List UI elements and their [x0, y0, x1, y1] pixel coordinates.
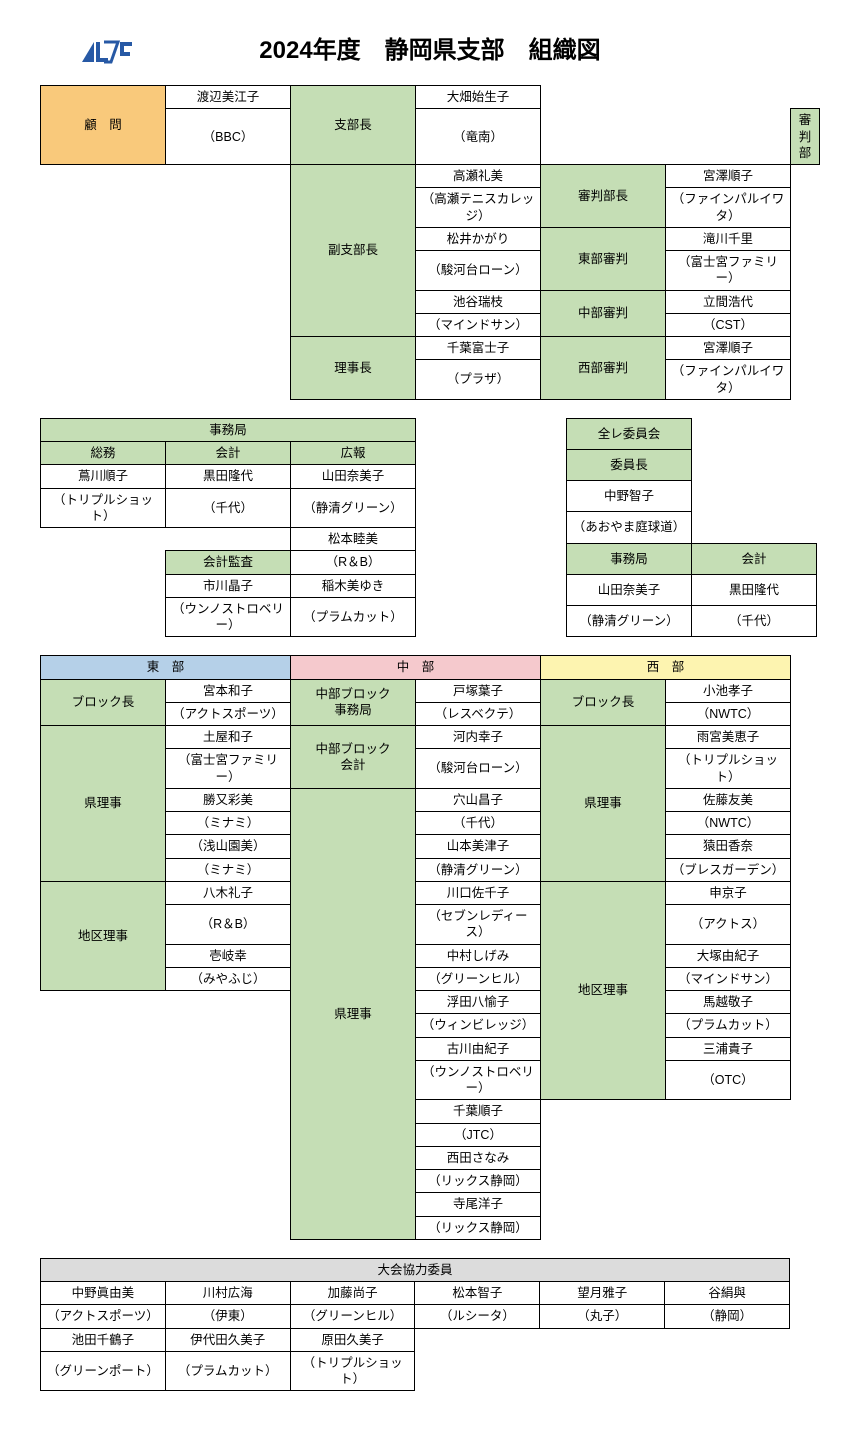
- kansa-name: 市川晶子: [166, 574, 291, 597]
- kouhou-3: （R＆B）: [291, 551, 416, 574]
- shinpan-0-org: （ファインパルイワタ）: [666, 188, 791, 228]
- taikai-label: 大会協力委員: [41, 1258, 790, 1281]
- shinpan-2-name: 立間浩代: [666, 290, 791, 313]
- shinpan-0-label: 審判部長: [541, 165, 666, 228]
- shinpan-3-label: 西部審判: [541, 337, 666, 400]
- zenre-kaikei-org: （千代）: [692, 605, 817, 636]
- rijicho-org: （プラザ）: [416, 360, 541, 400]
- shinpan-2-label: 中部審判: [541, 290, 666, 337]
- kouhou-4: 稲木美ゆき: [291, 574, 416, 597]
- zenre-iincho-org: （あおやま庭球道）: [567, 512, 692, 543]
- top-section: 顧 問 渡辺美江子 支部長 大畑始生子 （BBC） （竜南） 審判部 副支部長 …: [40, 85, 820, 400]
- regions-table: 東 部 中 部 西 部 ブロック長 宮本和子 中部ブロック 事務局 戸塚葉子 ブ…: [40, 655, 791, 1240]
- chubu-kaikei-label: 中部ブロック 会計: [291, 726, 416, 789]
- page-title: 2024年度 静岡県支部 組織図: [40, 30, 820, 65]
- shinpan-1-name: 滝川千里: [666, 227, 791, 250]
- fuku-label: 副支部長: [291, 165, 416, 337]
- taikai-table: 大会協力委員 中野眞由美 川村広海 加藤尚子 松本智子 望月雅子 谷絹與 （アク…: [40, 1258, 790, 1392]
- jimukyoku-label: 事務局: [41, 418, 416, 441]
- shinpan-3-org: （ファインパルイワタ）: [666, 360, 791, 400]
- seibu-block-label: ブロック長: [541, 679, 666, 726]
- zenre-table: 全レ委員会 委員長 中野智子 （あおやま庭球道） 事務局 会計 山田奈美子 黒田…: [566, 418, 817, 638]
- kouhou-0: 山田奈美子: [291, 465, 416, 488]
- komon-name: 渡辺美江子: [166, 86, 291, 109]
- shinpan-1-org: （富士宮ファミリー）: [666, 251, 791, 291]
- kouhou-label: 広報: [291, 442, 416, 465]
- soumu-name: 蔦川順子: [41, 465, 166, 488]
- tobu-kenriji-label: 県理事: [41, 726, 166, 882]
- chubu-label: 中 部: [291, 656, 541, 679]
- kaikei-label: 会計: [166, 442, 291, 465]
- shinpan-3-name: 宮澤順子: [666, 337, 791, 360]
- fuku-0-org: （高瀬テニスカレッジ）: [416, 188, 541, 228]
- shibucho-name: 大畑始生子: [416, 86, 541, 109]
- kouhou-5: （プラムカット）: [291, 597, 416, 637]
- chubu-kenriji-label: 県理事: [291, 788, 416, 1239]
- zenre-jimu-name: 山田奈美子: [567, 574, 692, 605]
- seibu-kenriji-label: 県理事: [541, 726, 666, 882]
- chubu-jimu-name: 戸塚葉子: [416, 679, 541, 702]
- tobu-chiku-label: 地区理事: [41, 881, 166, 990]
- zenre-jimu-label: 事務局: [567, 543, 692, 574]
- soumu-label: 総務: [41, 442, 166, 465]
- seibu-block-name: 小池孝子: [666, 679, 791, 702]
- rijicho-name: 千葉富士子: [416, 337, 541, 360]
- kouhou-1: （静清グリーン）: [291, 488, 416, 528]
- logo: [80, 38, 134, 68]
- tobu-block-label: ブロック長: [41, 679, 166, 726]
- jimukyoku-table: 事務局 総務 会計 広報 蔦川順子 黒田隆代 山田奈美子 （トリプルショット） …: [40, 418, 416, 638]
- shibucho-label: 支部長: [291, 86, 416, 165]
- fuku-2-org: （マインドサン）: [416, 313, 541, 336]
- zenre-iincho-label: 委員長: [567, 449, 692, 480]
- chubu-jimu-label: 中部ブロック 事務局: [291, 679, 416, 726]
- shinpan-2-org: （CST）: [666, 313, 791, 336]
- shibucho-org: （竜南）: [416, 109, 541, 165]
- kansa-label: 会計監査: [166, 551, 291, 574]
- zenre-jimu-org: （静清グリーン）: [567, 605, 692, 636]
- taikai-section: 大会協力委員 中野眞由美 川村広海 加藤尚子 松本智子 望月雅子 谷絹與 （アク…: [40, 1258, 820, 1392]
- tobu-block-name: 宮本和子: [166, 679, 291, 702]
- shinpan-0-name: 宮澤順子: [666, 165, 791, 188]
- fuku-2-name: 池谷瑞枝: [416, 290, 541, 313]
- zenre-label: 全レ委員会: [567, 418, 692, 449]
- zenre-iincho-name: 中野智子: [567, 481, 692, 512]
- seibu-label: 西 部: [541, 656, 791, 679]
- zenre-kaikei-name: 黒田隆代: [692, 574, 817, 605]
- rijicho-label: 理事長: [291, 337, 416, 400]
- mid-section: 事務局 総務 会計 広報 蔦川順子 黒田隆代 山田奈美子 （トリプルショット） …: [40, 418, 820, 638]
- shinpanbu-label: 審判部: [791, 109, 820, 165]
- komon-org: （BBC）: [166, 109, 291, 165]
- fuku-0-name: 高瀬礼美: [416, 165, 541, 188]
- seibu-chiku-label: 地区理事: [541, 881, 666, 1100]
- soumu-org: （トリプルショット）: [41, 488, 166, 528]
- regions-section: 東 部 中 部 西 部 ブロック長 宮本和子 中部ブロック 事務局 戸塚葉子 ブ…: [40, 655, 820, 1240]
- tobu-label: 東 部: [41, 656, 291, 679]
- kaikei-org: （千代）: [166, 488, 291, 528]
- kaikei-name: 黒田隆代: [166, 465, 291, 488]
- fuku-1-org: （駿河台ローン）: [416, 251, 541, 291]
- komon-label: 顧 問: [41, 86, 166, 165]
- shinpan-1-label: 東部審判: [541, 227, 666, 290]
- fuku-1-name: 松井かがり: [416, 227, 541, 250]
- zenre-kaikei-label: 会計: [692, 543, 817, 574]
- kouhou-2: 松本睦美: [291, 528, 416, 551]
- top-table: 顧 問 渡辺美江子 支部長 大畑始生子 （BBC） （竜南） 審判部 副支部長 …: [40, 85, 820, 400]
- kansa-org: （ウンノストロベリー）: [166, 597, 291, 637]
